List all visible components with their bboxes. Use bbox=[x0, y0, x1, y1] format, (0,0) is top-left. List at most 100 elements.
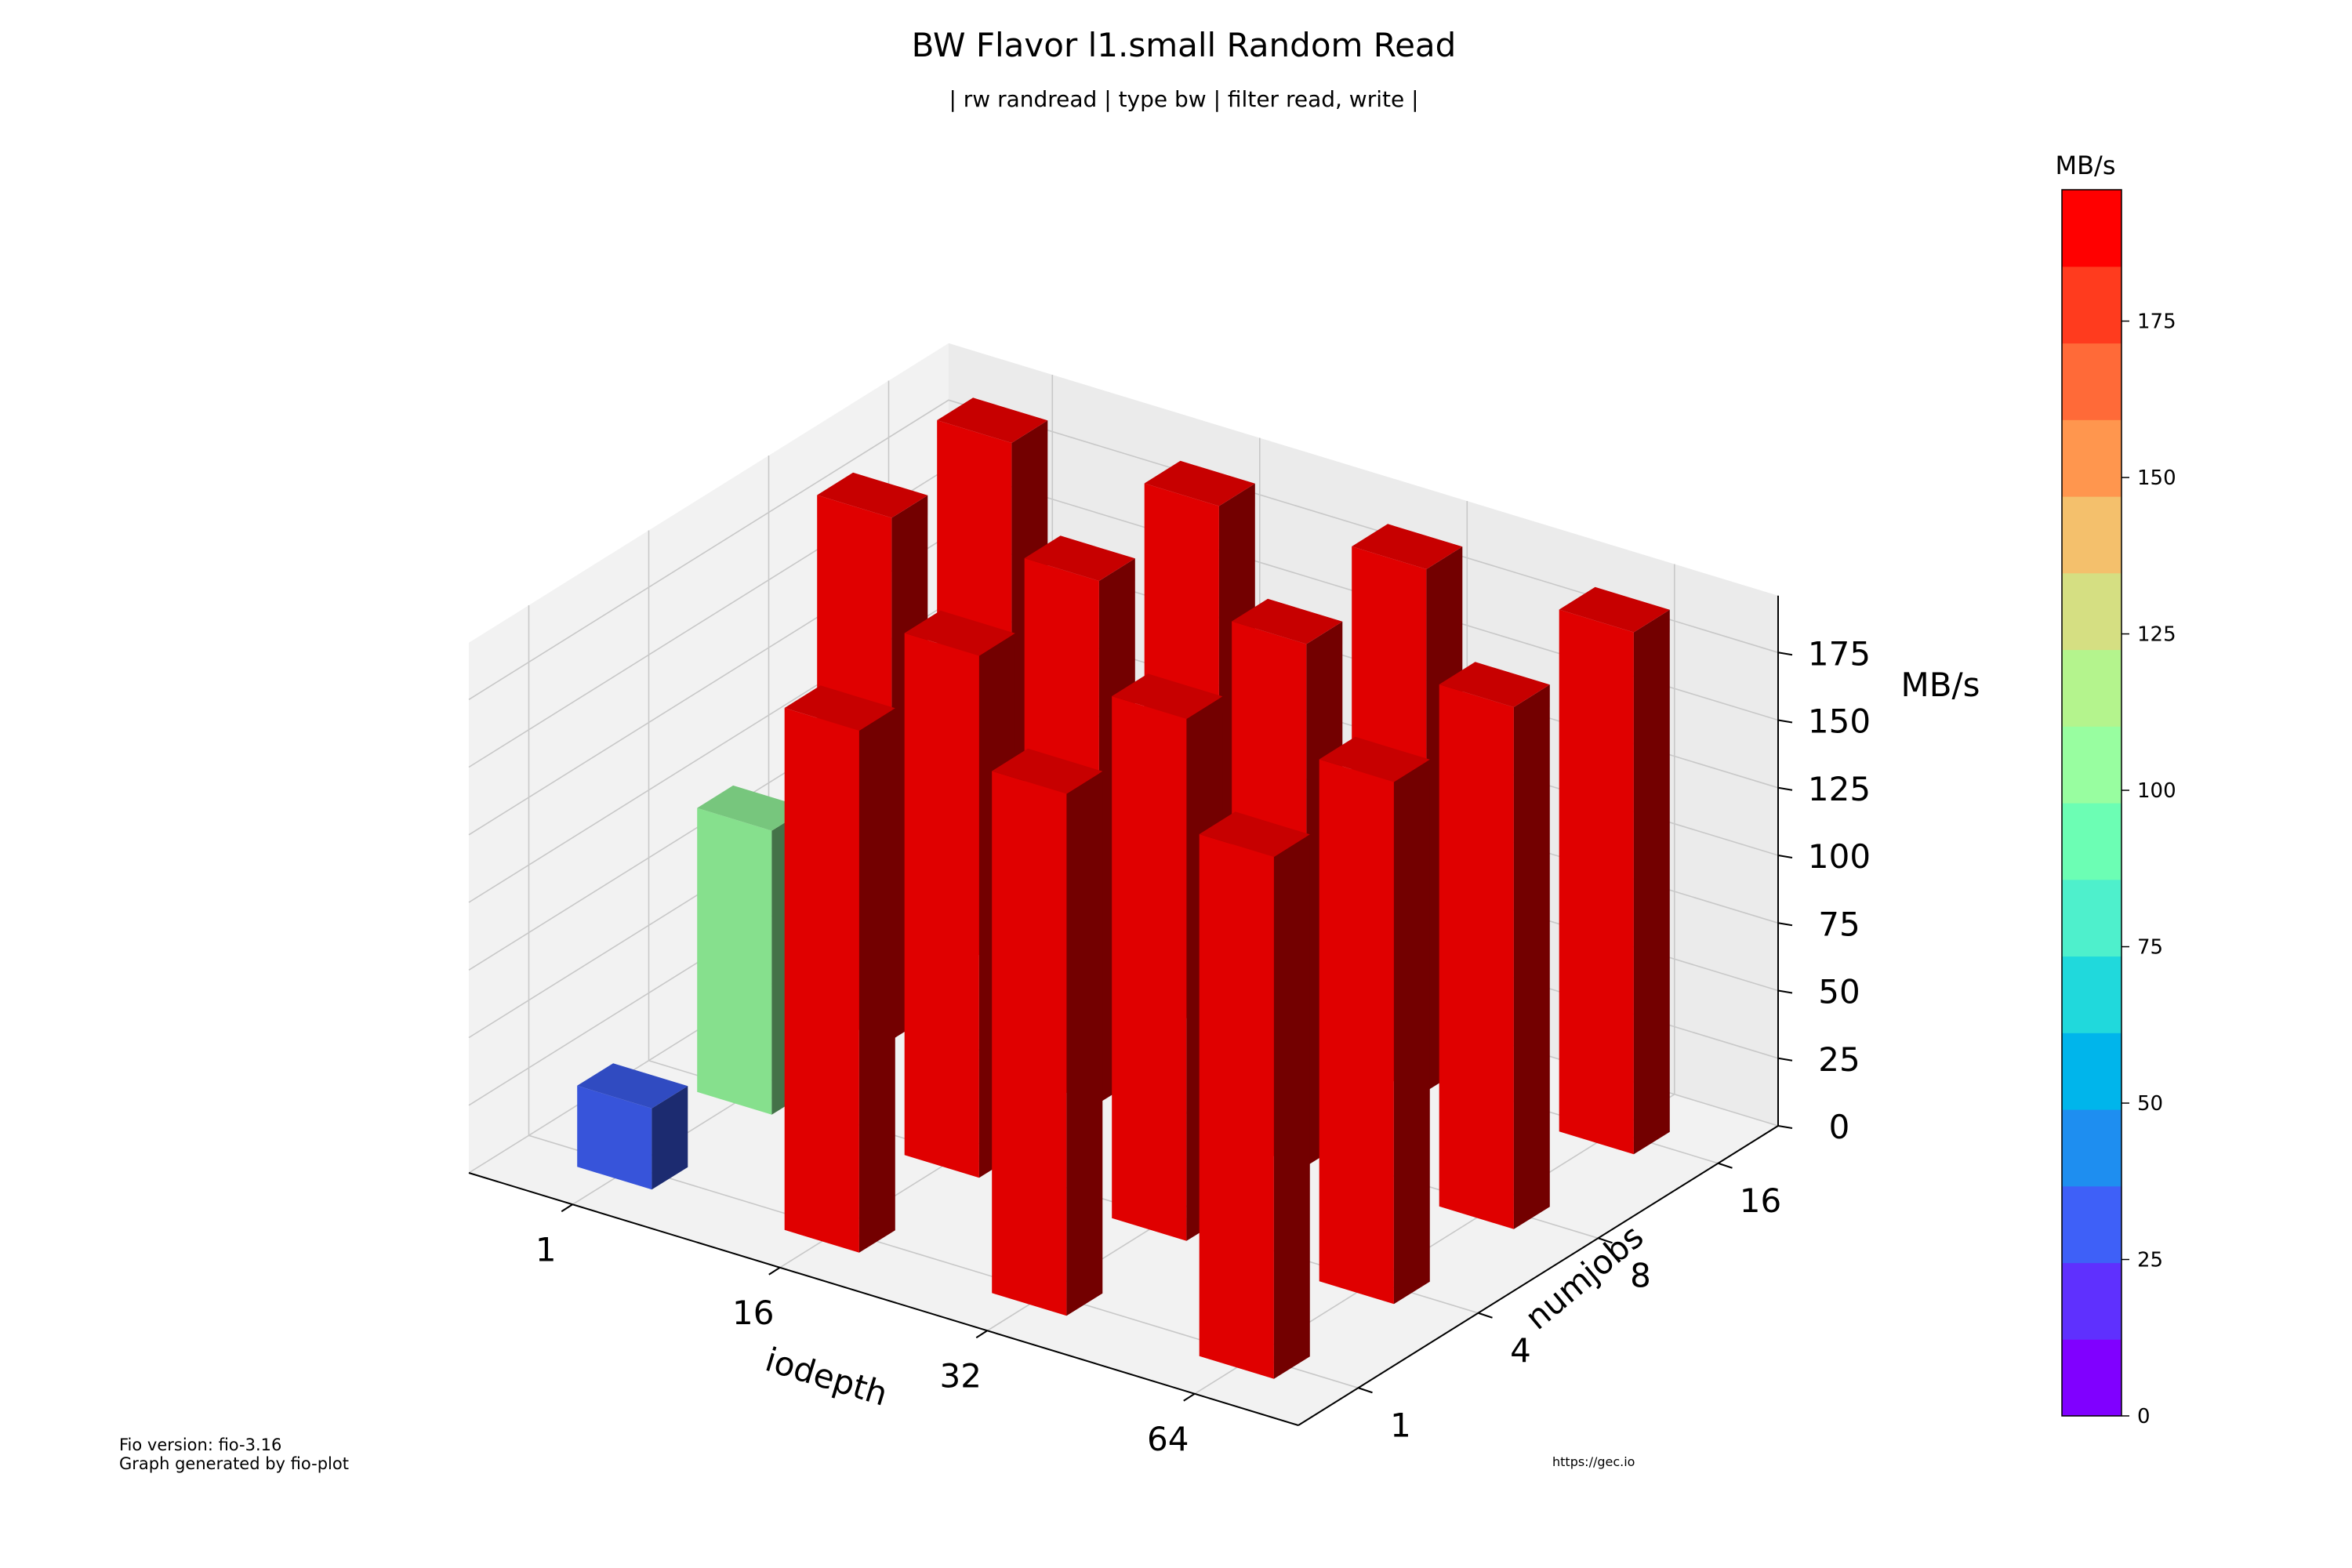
fio-version-text: Fio version: fio-3.16 bbox=[119, 1436, 281, 1454]
colorbar-tick-label: 25 bbox=[2137, 1249, 2163, 1272]
bar-iodepth-16-numjobs-1 bbox=[784, 685, 895, 1253]
x-tick-label: 1 bbox=[535, 1230, 557, 1269]
bar-top-face bbox=[817, 472, 928, 518]
z-tick-label: 150 bbox=[1808, 702, 1871, 741]
bar-top-face bbox=[1144, 460, 1255, 506]
z-tick bbox=[1777, 1125, 1793, 1129]
colorbar-tick-label: 75 bbox=[2137, 936, 2163, 960]
z-tick-label: 125 bbox=[1808, 770, 1871, 808]
bar-front-face bbox=[784, 708, 859, 1253]
chart-subtitle: | rw randread | type bw | filter read, w… bbox=[949, 86, 1418, 112]
bar-side-face bbox=[1513, 684, 1550, 1229]
bar-iodepth-32-numjobs-1 bbox=[992, 748, 1103, 1316]
bar-iodepth-64-numjobs-16 bbox=[1559, 586, 1670, 1155]
bar-front-face bbox=[697, 808, 772, 1115]
y-tick bbox=[1478, 1312, 1493, 1319]
bar-front-face bbox=[992, 771, 1067, 1316]
grid-line-z bbox=[468, 399, 1779, 700]
z-tick-label: 0 bbox=[1829, 1108, 1850, 1146]
x-tick bbox=[1183, 1392, 1196, 1402]
bar-top-face bbox=[992, 748, 1103, 794]
colorbar-frame bbox=[2061, 189, 2122, 1417]
z-tick bbox=[1777, 719, 1793, 724]
bar-front-face bbox=[577, 1085, 652, 1190]
x-tick bbox=[768, 1266, 781, 1276]
z-tick-label: 100 bbox=[1808, 837, 1871, 876]
bar-top-face bbox=[1112, 673, 1223, 719]
y-tick-label: 4 bbox=[1510, 1331, 1531, 1370]
bar-side-face bbox=[858, 708, 895, 1253]
z-tick-label: 25 bbox=[1818, 1040, 1860, 1079]
z-tick bbox=[1777, 786, 1793, 791]
z-tick-label: 175 bbox=[1808, 634, 1871, 673]
colorbar-segment bbox=[2062, 496, 2122, 574]
colorbar-tick-label: 0 bbox=[2137, 1405, 2151, 1428]
y-tick-label: 8 bbox=[1630, 1256, 1651, 1294]
bar-top-face bbox=[784, 685, 895, 731]
axes-group: 1 16 32 64 1 4 8 16 0 25 50 75 100 125 150 175 bbox=[468, 595, 1871, 1458]
colorbar-segment bbox=[2062, 572, 2122, 651]
z-tick bbox=[1777, 922, 1793, 927]
x-axis-line bbox=[468, 1172, 1299, 1426]
colorbar-tick-label: 125 bbox=[2137, 623, 2176, 647]
bar-side-face bbox=[1066, 771, 1103, 1316]
bar-side-face bbox=[1393, 759, 1430, 1305]
colorbar-segment bbox=[2062, 1185, 2122, 1264]
colorbar-segment bbox=[2062, 343, 2122, 420]
z-axis-label: MB/s bbox=[1900, 666, 1980, 704]
y-tick bbox=[1718, 1162, 1733, 1169]
z-tick bbox=[1777, 989, 1793, 994]
colorbar-segment bbox=[2062, 1109, 2122, 1187]
bar-top-face bbox=[1559, 586, 1670, 633]
colorbar-segment bbox=[2062, 419, 2122, 497]
bar-top-face bbox=[1352, 524, 1463, 569]
colorbar-tick-label: 50 bbox=[2137, 1092, 2163, 1116]
colorbar-segment bbox=[2062, 726, 2122, 804]
bar-top-face bbox=[904, 610, 1015, 656]
bar-front-face bbox=[1439, 684, 1514, 1229]
bar-front-face bbox=[1319, 759, 1394, 1305]
y-tick bbox=[1598, 1237, 1613, 1244]
colorbar-segment bbox=[2062, 266, 2122, 344]
bar-top-face bbox=[1024, 535, 1135, 581]
colorbar-segment bbox=[2062, 1339, 2122, 1417]
bar-front-face bbox=[904, 633, 979, 1178]
bar-side-face bbox=[652, 1086, 688, 1190]
colorbar-label: MB/s bbox=[2055, 151, 2115, 180]
bar-top-face bbox=[1199, 811, 1310, 857]
url-text: https://gec.io bbox=[1552, 1454, 1635, 1469]
colorbar-segment bbox=[2062, 956, 2122, 1033]
bar-top-face bbox=[1319, 736, 1430, 782]
z-tick-label: 50 bbox=[1818, 973, 1860, 1011]
colorbar: 0 25 50 75 100 125 150 175 bbox=[2061, 189, 2176, 1428]
z-tick bbox=[1777, 855, 1793, 858]
colorbar-segment bbox=[2062, 649, 2122, 727]
x-tick-label: 16 bbox=[732, 1294, 774, 1332]
colorbar-tick-label: 175 bbox=[2137, 310, 2176, 334]
bar-top-face bbox=[1232, 598, 1343, 644]
bar-iodepth-1-numjobs-1 bbox=[577, 1063, 688, 1190]
bar-side-face bbox=[1273, 834, 1310, 1379]
bar-iodepth-64-numjobs-4 bbox=[1319, 736, 1430, 1305]
bars-group bbox=[577, 397, 1670, 1379]
bar-front-face bbox=[1199, 834, 1274, 1379]
colorbar-segment bbox=[2062, 190, 2122, 267]
colorbar-segment bbox=[2062, 1262, 2122, 1340]
colorbar-tick-label: 150 bbox=[2137, 466, 2176, 490]
bar-side-face bbox=[1633, 609, 1670, 1155]
bar-top-face bbox=[697, 785, 808, 831]
bar-front-face bbox=[1112, 696, 1187, 1241]
x-tick bbox=[561, 1203, 573, 1213]
colorbar-segment bbox=[2062, 1033, 2122, 1110]
x-tick-label: 32 bbox=[940, 1356, 982, 1395]
z-tick bbox=[1777, 652, 1793, 656]
y-tick bbox=[1358, 1387, 1373, 1394]
colorbar-segment bbox=[2062, 803, 2122, 880]
bar-top-face bbox=[577, 1063, 688, 1109]
x-tick-label: 64 bbox=[1147, 1420, 1189, 1458]
bar-top-face bbox=[937, 397, 1048, 443]
colorbar-segment bbox=[2062, 879, 2122, 957]
y-tick-label: 16 bbox=[1740, 1181, 1781, 1220]
z-tick bbox=[1777, 1057, 1793, 1062]
